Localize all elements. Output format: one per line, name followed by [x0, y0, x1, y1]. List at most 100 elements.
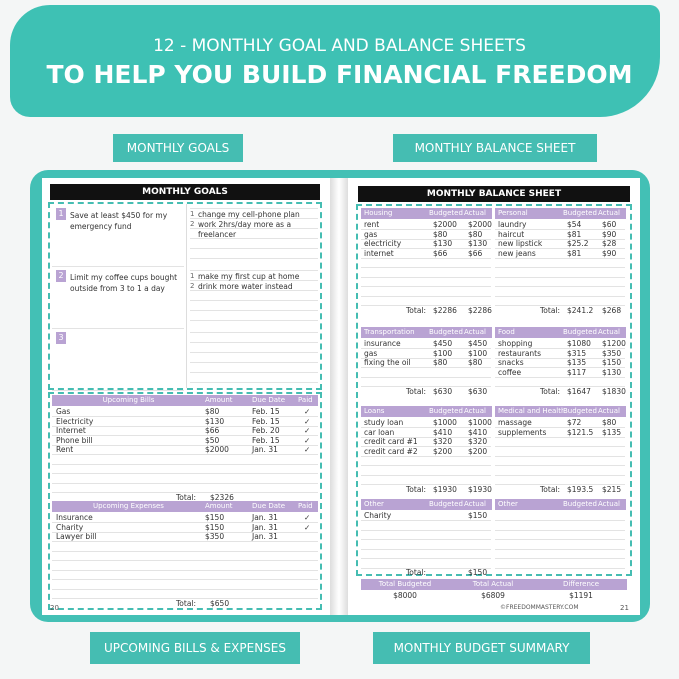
rule-line	[52, 579, 318, 580]
column-header: Amount	[205, 501, 250, 512]
cell: $81	[567, 248, 582, 258]
column-header: Budgeted	[563, 499, 599, 510]
cell: $80	[433, 229, 448, 239]
cell: $150	[205, 522, 225, 532]
column-header: Actual	[598, 499, 626, 510]
rule-line	[495, 276, 625, 278]
rule-line	[52, 425, 318, 427]
rule-line	[495, 248, 625, 249]
rule-line	[495, 386, 625, 387]
rule-line	[361, 446, 491, 447]
cell: $117	[567, 367, 587, 377]
rule-line	[361, 548, 491, 550]
cell: insurance	[364, 339, 401, 348]
cell: Rent	[56, 445, 74, 454]
rule-line	[361, 357, 491, 359]
cell: $80	[433, 358, 448, 367]
rule-line	[495, 548, 625, 550]
rule-line	[495, 465, 625, 466]
rule-line	[495, 529, 625, 531]
column-header: Other	[364, 499, 429, 510]
goal-number: 1	[56, 208, 66, 220]
cell: $200	[433, 446, 453, 456]
cell: ✓	[304, 522, 311, 532]
column-header: Personal	[498, 208, 563, 219]
cell: Feb. 15	[252, 407, 280, 416]
column-header: Other	[498, 499, 563, 510]
cell: $200	[468, 446, 488, 456]
rule-line	[495, 229, 625, 230]
rule-line	[52, 266, 184, 267]
rule-line	[190, 228, 318, 229]
column-header: Total Budgeted	[361, 579, 449, 590]
column-header: Upcoming Expenses	[56, 501, 201, 512]
total: $215	[602, 484, 622, 494]
rule-line	[495, 348, 625, 349]
callout: MONTHLY GOALS	[113, 134, 243, 162]
cell: $410	[468, 427, 488, 437]
cell: $350	[205, 532, 225, 541]
total: $2326	[210, 492, 234, 502]
rule-line	[190, 352, 318, 353]
goal-text: Save at least $450 for my emergency fund	[70, 211, 168, 231]
column-header: Actual	[464, 406, 492, 417]
goal-number: 2	[56, 270, 66, 282]
rule-line	[52, 531, 318, 533]
cell: $1000	[433, 418, 457, 427]
cell: Feb. 20	[252, 426, 280, 435]
rule-line	[190, 218, 318, 219]
cell: Jan. 31	[252, 445, 278, 454]
rule-line	[190, 280, 318, 281]
right-page	[348, 178, 640, 615]
cell: $80	[602, 418, 617, 427]
cell: $350	[602, 348, 622, 358]
rule-line	[495, 520, 625, 521]
cell: $50	[205, 435, 220, 445]
step-text: drink more water instead	[198, 282, 293, 291]
cell: Jan. 31	[252, 522, 278, 532]
cell: ✓	[304, 416, 311, 426]
cell: $320	[433, 437, 453, 446]
column-header: Actual	[464, 208, 492, 219]
cell: $28	[602, 239, 617, 248]
cell: $315	[567, 348, 587, 358]
rule-line	[52, 435, 318, 436]
total-label: Total:	[540, 484, 561, 494]
rule-line	[361, 465, 491, 466]
cell: gas	[364, 229, 378, 239]
rule-line	[190, 310, 318, 311]
cell: $410	[433, 427, 453, 437]
rule-line	[495, 474, 625, 476]
cell: new jeans	[498, 248, 536, 258]
column-header: Actual	[464, 327, 492, 338]
rule-line	[190, 342, 318, 343]
rule-line	[495, 286, 625, 287]
column-header: Actual	[598, 327, 626, 338]
cell: $1080	[567, 339, 591, 348]
rule-line	[52, 482, 318, 484]
cell: $66	[205, 426, 220, 435]
cell: $450	[433, 339, 453, 348]
cell: Phone bill	[56, 435, 93, 445]
rule-line	[52, 560, 318, 561]
header-line1: 12 - MONTHLY GOAL AND BALANCE SHEETS	[153, 36, 526, 56]
rule-line	[190, 362, 318, 363]
callout: UPCOMING BILLS & EXPENSES	[90, 632, 300, 664]
rule-line	[52, 390, 184, 391]
cell: $80	[205, 407, 220, 416]
rule-line	[52, 463, 318, 465]
rule-line	[190, 248, 318, 249]
cell: $135	[602, 427, 622, 437]
column-header: Loans	[364, 406, 429, 417]
rule-line	[361, 567, 491, 569]
cell: Internet	[56, 426, 86, 435]
rule-line	[361, 436, 491, 438]
total: $2286	[468, 305, 492, 315]
cell: ✓	[304, 513, 311, 522]
goal-text: Limit my coffee cups bought outside from…	[70, 273, 178, 293]
rule-line	[495, 376, 625, 378]
cell: $450	[468, 339, 488, 348]
cell: gas	[364, 348, 378, 358]
rule-line	[190, 320, 318, 321]
title-bar: MONTHLY GOALS	[50, 184, 320, 200]
